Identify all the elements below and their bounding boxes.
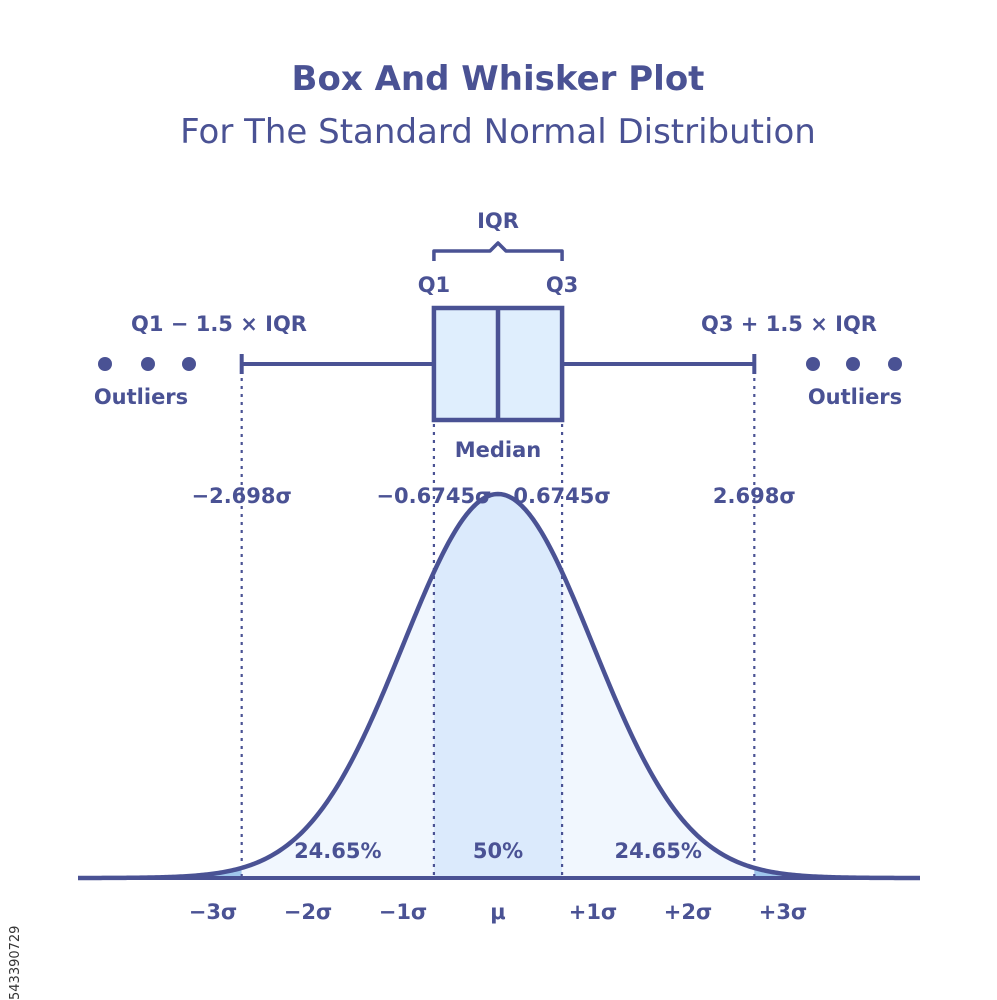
q1-value: −0.6745σ	[376, 484, 491, 508]
lower-fence-label: Q1 − 1.5 × IQR	[131, 312, 307, 336]
axis-tick-label: +3σ	[759, 900, 808, 924]
normal-curve	[77, 491, 922, 881]
lower-region	[241, 572, 434, 878]
axis-tick-label: +2σ	[664, 900, 713, 924]
region-percent-label: 24.65%	[294, 839, 381, 863]
axis-tick-label: −2σ	[284, 900, 333, 924]
region-percent-label: 24.65%	[614, 839, 701, 863]
outlier-dot	[182, 357, 196, 371]
outlier-dot	[888, 357, 902, 371]
outlier-dot	[806, 357, 820, 371]
q3-value: 0.6745σ	[513, 484, 610, 508]
distribution-regions	[78, 494, 920, 878]
region-percent-label: 50%	[473, 839, 523, 863]
q1-label: Q1	[418, 273, 450, 297]
outliers-left-label: Outliers	[94, 385, 188, 409]
upper-fence-label: Q3 + 1.5 × IQR	[701, 312, 877, 336]
outlier-dot	[141, 357, 155, 371]
q3-label: Q3	[546, 273, 578, 297]
outliers-right-label: Outliers	[808, 385, 902, 409]
side-id-text: 543390729	[8, 925, 23, 1000]
middle-region	[433, 494, 563, 878]
box-plot	[98, 241, 902, 423]
lower-fence-value: −2.698σ	[191, 484, 291, 508]
axis-tick-label: μ	[490, 900, 505, 924]
outlier-dot	[846, 357, 860, 371]
chart-subtitle: For The Standard Normal Distribution	[180, 112, 816, 152]
median-label: Median	[455, 438, 542, 462]
outlier-dot	[98, 357, 112, 371]
iqr-label: IQR	[477, 209, 519, 233]
axis-tick-label: −3σ	[189, 900, 238, 924]
axis-tick-label: −1σ	[379, 900, 428, 924]
axis-tick-label: +1σ	[569, 900, 618, 924]
upper-fence-value: 2.698σ	[713, 484, 796, 508]
upper-region	[562, 572, 755, 878]
chart-title: Box And Whisker Plot	[292, 59, 705, 99]
guide-lines	[240, 378, 756, 878]
iqr-brace	[432, 241, 564, 261]
